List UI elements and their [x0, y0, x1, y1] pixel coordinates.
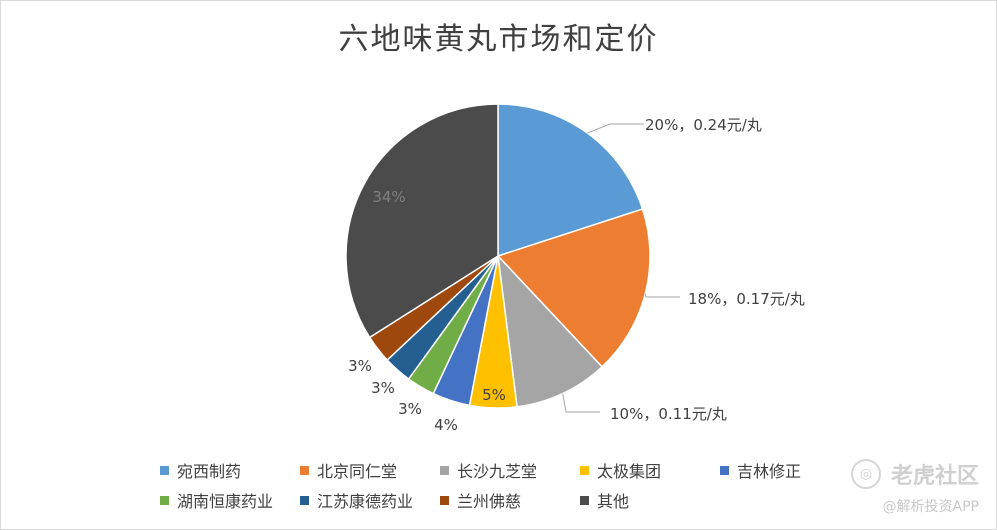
slice-label: 3% [371, 379, 395, 397]
slice-label: 20%，0.24元/丸 [645, 116, 762, 134]
legend-item: 吉林修正 [720, 458, 801, 482]
legend-item: 湖南恒康药业 [160, 488, 273, 512]
legend-label: 兰州佛慈 [457, 492, 522, 511]
legend-label: 江苏康德药业 [317, 492, 414, 511]
legend-swatch [720, 465, 729, 475]
slice-label: 3% [398, 400, 422, 418]
legend-swatch [300, 465, 309, 475]
legend-swatch [440, 495, 449, 505]
legend-label: 长沙九芝堂 [457, 462, 538, 481]
legend-swatch [580, 465, 589, 475]
slice-label: 34% [372, 188, 405, 206]
legend-label: 湖南恒康药业 [177, 492, 274, 511]
leader-line [587, 123, 644, 134]
watermark-main-text: 老虎社区 [890, 464, 979, 489]
leader-line [644, 293, 680, 298]
leader-line [562, 393, 600, 413]
pie-slice [496, 208, 651, 368]
pie-slice [497, 103, 644, 258]
legend-label: 其他 [597, 492, 630, 511]
legend-label: 太极集团 [597, 462, 662, 481]
legend-label: 北京同仁堂 [317, 462, 398, 481]
legend-item: 太极集团 [580, 458, 661, 482]
watermark: ◎ 老虎社区 @解析投资APP [850, 458, 979, 516]
slice-label: 5% [482, 386, 506, 404]
legend-swatch [440, 465, 449, 475]
legend-swatch [160, 465, 169, 475]
legend-label: 吉林修正 [737, 462, 802, 481]
legend-swatch [160, 495, 169, 505]
legend-item: 其他 [580, 488, 629, 512]
legend-item: 兰州佛慈 [440, 488, 521, 512]
pie-slice [345, 103, 499, 339]
slice-label: 4% [434, 416, 458, 434]
watermark-sub-text: @解析投资APP [882, 499, 979, 515]
slice-label: 3% [348, 357, 372, 375]
pie-slice [496, 253, 604, 408]
slice-label: 18%，0.17元/丸 [688, 290, 805, 308]
chart-title: 六地味黄丸市场和定价 [338, 22, 659, 57]
legend-swatch [300, 495, 309, 505]
legend-item: 长沙九芝堂 [440, 458, 537, 482]
legend-swatch [580, 495, 589, 505]
legend-item: 宛西制药 [160, 458, 241, 482]
legend-item: 江苏康德药业 [300, 488, 413, 512]
slice-label: 10%，0.11元/丸 [610, 405, 727, 423]
tiger-logo-icon: ◎ [850, 459, 881, 489]
legend-label: 宛西制药 [177, 462, 242, 481]
legend-item: 北京同仁堂 [300, 458, 397, 482]
